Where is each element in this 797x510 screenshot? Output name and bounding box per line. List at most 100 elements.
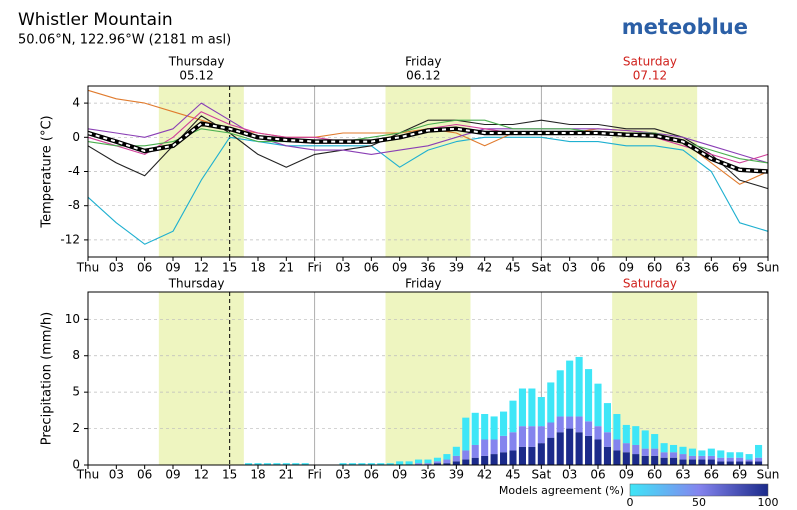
- precip-bar: [528, 426, 536, 447]
- precip-bar: [471, 412, 479, 445]
- x-tick-label: 66: [704, 261, 719, 275]
- day-name: Thursday: [168, 55, 225, 69]
- precip-bar: [670, 444, 678, 453]
- precip-bar: [528, 446, 536, 465]
- precip-bar: [443, 454, 451, 460]
- precip-bar: [736, 461, 744, 465]
- precip-bar: [292, 463, 300, 465]
- precip-bar: [575, 432, 583, 465]
- x-tick-label: 63: [675, 261, 690, 275]
- precip-bar: [433, 461, 441, 464]
- x-tick-label: 69: [732, 468, 747, 482]
- x-tick-label: 12: [194, 468, 209, 482]
- x-tick-label: 39: [449, 468, 464, 482]
- precip-bar: [537, 426, 545, 444]
- x-tick-label: 03: [109, 261, 124, 275]
- precip-bar: [528, 388, 536, 427]
- y-tick-label: -4: [68, 164, 80, 178]
- precip-bar: [424, 463, 432, 465]
- y-tick-label: 0: [72, 130, 80, 144]
- x-tick-label: 36: [420, 468, 435, 482]
- precip-bar: [755, 457, 763, 462]
- precip-bar: [613, 450, 621, 465]
- precip-bar: [707, 459, 715, 465]
- precip-bar: [500, 435, 508, 453]
- precip-bar: [698, 459, 706, 465]
- precip-bar: [679, 459, 687, 465]
- precip-bar: [471, 457, 479, 465]
- precip-bar: [443, 463, 451, 465]
- precip-bar: [424, 459, 432, 464]
- x-tick-label: 09: [619, 468, 634, 482]
- x-tick-label: Sat: [531, 261, 551, 275]
- precip-bar: [670, 452, 678, 458]
- day-date: 05.12: [179, 69, 213, 83]
- precip-bar: [452, 455, 460, 462]
- precip-bar: [500, 411, 508, 436]
- precip-bar: [547, 422, 555, 438]
- x-tick-label: 18: [250, 261, 265, 275]
- x-tick-label: 36: [420, 261, 435, 275]
- precip-bar: [575, 356, 583, 417]
- precip-bar: [518, 388, 526, 427]
- precip-bar: [537, 397, 545, 427]
- title: Whistler Mountain: [18, 10, 173, 30]
- colorbar-tick-label: 100: [758, 496, 779, 509]
- x-tick-label: 09: [392, 468, 407, 482]
- plot-frame: [87, 85, 769, 258]
- precip-bar: [452, 446, 460, 456]
- y-axis-label: Temperature (°C): [40, 115, 55, 228]
- y-tick-label: 5: [72, 385, 80, 399]
- colorbar-tick-label: 0: [627, 496, 634, 509]
- logo: meteoblue: [622, 15, 748, 39]
- x-tick-label: 09: [619, 261, 634, 275]
- precip-bar: [688, 448, 696, 456]
- precip-bar: [415, 463, 423, 465]
- precip-bar: [282, 463, 290, 465]
- x-tick-label: 03: [335, 468, 350, 482]
- precip-bar: [585, 369, 593, 422]
- precip-bar: [726, 457, 734, 462]
- precip-bar: [613, 439, 621, 451]
- precip-bar: [490, 416, 498, 440]
- precip-bar: [471, 444, 479, 458]
- mean-line-dash: [87, 122, 769, 173]
- x-tick-label: 21: [279, 468, 294, 482]
- precip-bar: [613, 414, 621, 440]
- x-tick-label: Thu: [76, 261, 100, 275]
- precip-bar: [707, 448, 715, 456]
- x-tick-label: 18: [250, 468, 265, 482]
- day-name: Friday: [405, 277, 441, 291]
- precip-bar: [660, 443, 668, 453]
- precip-bar: [717, 457, 725, 462]
- precip-bar: [670, 457, 678, 465]
- member-line: [87, 115, 769, 190]
- precip-bar: [651, 455, 659, 465]
- x-tick-label: 21: [279, 261, 294, 275]
- x-tick-label: 69: [732, 261, 747, 275]
- precip-bar: [755, 444, 763, 458]
- precip-bar: [660, 452, 668, 458]
- precip-bar: [594, 426, 602, 440]
- y-tick-label: -8: [68, 198, 80, 212]
- precip-bar: [547, 437, 555, 465]
- x-tick-label: Thu: [76, 468, 100, 482]
- precip-bar: [594, 439, 602, 465]
- precip-bar: [509, 432, 517, 451]
- member-line: [87, 119, 769, 164]
- precip-bar: [245, 463, 253, 465]
- precip-bar: [396, 461, 404, 465]
- precip-bar: [339, 463, 347, 465]
- x-tick-label: 09: [392, 261, 407, 275]
- y-tick-label: 4: [72, 96, 80, 110]
- precip-bar: [632, 426, 640, 445]
- daylight-band: [158, 292, 244, 465]
- x-tick-label: Sun: [757, 261, 780, 275]
- precip-bar: [301, 463, 309, 465]
- y-tick-label: 8: [72, 348, 80, 362]
- precip-bar: [622, 424, 630, 444]
- x-tick-label: 12: [194, 261, 209, 275]
- precip-bar: [547, 382, 555, 423]
- precip-bar: [679, 446, 687, 455]
